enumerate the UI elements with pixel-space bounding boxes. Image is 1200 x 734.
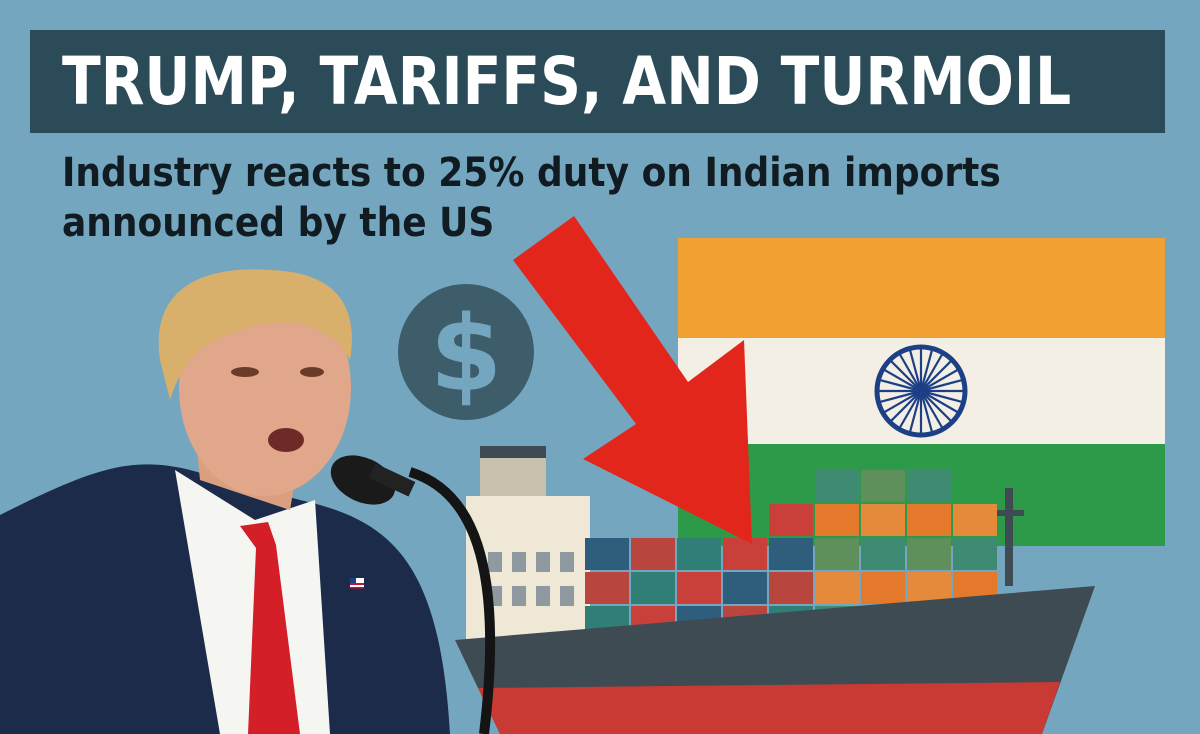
chakra-spoke — [920, 369, 958, 392]
microphone-icon — [330, 455, 496, 734]
chakra-spoke — [920, 379, 962, 393]
cargo-container — [769, 538, 813, 570]
cargo-container — [677, 572, 721, 604]
cargo-container — [907, 504, 951, 536]
chakra-spoke — [920, 389, 962, 403]
cargo-container — [677, 538, 721, 570]
subtitle-line-2: announced by the US — [62, 200, 495, 246]
cargo-container — [585, 538, 629, 570]
chakra-spoke — [920, 390, 958, 413]
cargo-container — [861, 470, 905, 502]
chakra-spoke — [884, 390, 922, 413]
cargo-container — [631, 538, 675, 570]
speaker-figure — [0, 269, 450, 734]
us-flag-pin-icon — [350, 578, 364, 589]
cargo-container — [953, 538, 997, 570]
cargo-container — [907, 572, 951, 604]
chakra-spoke — [899, 354, 922, 392]
ashoka-chakra-icon — [874, 344, 968, 438]
chakra-spoke — [909, 390, 923, 432]
chakra-spoke — [890, 390, 922, 422]
cargo-container — [723, 538, 767, 570]
chakra-spoke — [919, 350, 933, 392]
india-flag-icon — [678, 238, 1165, 546]
cargo-ship-icon — [455, 446, 1095, 734]
chakra-spoke — [920, 354, 943, 392]
cargo-container — [815, 504, 859, 536]
cargo-container — [861, 538, 905, 570]
cargo-container — [861, 572, 905, 604]
title-banner — [30, 30, 1165, 133]
chakra-spoke — [920, 390, 952, 422]
chakra-spoke — [909, 350, 923, 392]
chakra-spoke — [919, 390, 933, 432]
chakra-spoke — [880, 389, 922, 403]
chakra-spoke — [890, 360, 922, 392]
cargo-container — [769, 572, 813, 604]
chakra-spoke — [899, 390, 922, 428]
cargo-container — [815, 572, 859, 604]
cargo-container — [631, 572, 675, 604]
cargo-container — [723, 572, 767, 604]
page-title: TRUMP, TARIFFS, AND TURMOIL — [62, 43, 1072, 120]
down-arrow-icon — [513, 216, 752, 544]
chakra-spoke — [884, 369, 922, 392]
chakra-spoke — [880, 379, 922, 393]
cargo-container — [769, 504, 813, 536]
chakra-spoke — [920, 390, 943, 428]
cargo-container — [953, 504, 997, 536]
cargo-container — [815, 538, 859, 570]
cargo-container — [815, 470, 859, 502]
chakra-spoke — [920, 360, 952, 392]
dollar-symbol: $ — [430, 293, 502, 415]
subtitle-line-1: Industry reacts to 25% duty on Indian im… — [62, 150, 1001, 196]
cargo-container — [907, 538, 951, 570]
dollar-coin-icon: $ — [398, 284, 534, 420]
cargo-container — [861, 504, 905, 536]
cargo-container — [907, 470, 951, 502]
cargo-container — [585, 572, 629, 604]
